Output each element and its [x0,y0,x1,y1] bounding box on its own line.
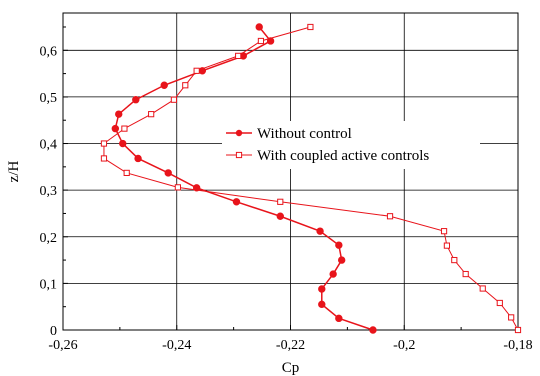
data-point [514,326,522,334]
x-tick-label: -0,22 [276,338,305,353]
data-point [276,212,284,220]
data-point [232,198,241,206]
series-1 [100,23,522,334]
series-0 [111,23,377,334]
data-point [318,300,326,309]
data-point [148,111,155,118]
data-point [451,256,458,264]
data-point [121,125,128,132]
data-point [318,285,326,293]
y-tick-label: 0,4 [40,138,58,153]
data-point [316,227,324,235]
series-layer [100,23,522,334]
y-axis-title: z/H [6,161,22,183]
data-point [160,81,168,89]
data-point [174,184,181,191]
data-point [134,154,142,163]
legend-marker [235,151,243,159]
legend-item-with-coupled-active-controls: With coupled active controls [226,148,429,164]
data-point [100,155,108,162]
y-tick-label: 0,6 [40,44,58,59]
data-point [479,285,486,292]
axis-ticks: -0,26 -0,24 -0,22 -0,2 -0,18 0 0,1 0,2 0,3 0,4 0,5… [40,26,533,353]
data-point [508,314,515,321]
data-point [193,67,200,74]
y-tick-label: 0 [50,324,57,339]
x-tick-label: -0,2 [393,338,415,353]
data-point [369,326,377,334]
series-line [103,26,519,331]
data-point [335,241,343,249]
data-point [115,110,123,118]
data-point [132,96,140,104]
data-point [329,270,337,278]
data-point [337,256,346,264]
legend-label-with-coupled-active-controls: With coupled active controls [257,148,429,164]
data-point [496,299,503,307]
data-point [119,139,127,148]
data-point [164,169,172,177]
y-tick-label: 0,5 [40,91,58,106]
legend: Without control With coupled active cont… [222,121,480,169]
x-tick-label: -0,24 [162,338,191,353]
legend-label-without-control: Without control [257,126,352,142]
data-point [170,96,178,103]
data-point [443,242,451,249]
x-tick-label: -0,26 [48,338,77,353]
data-point [235,52,242,59]
legend-item-without-control: Without control [226,126,352,142]
data-point [100,140,108,147]
y-tick-label: 0,1 [40,277,58,292]
legend-box [222,121,480,169]
data-point [335,314,343,323]
data-point [257,37,265,45]
y-tick-label: 0,3 [40,184,58,199]
data-point [307,23,314,31]
x-tick-label: -0,18 [503,338,532,353]
legend-marker [235,129,243,137]
data-point [123,169,130,176]
data-point [182,82,189,89]
data-point [386,213,394,220]
x-axis-title: Cp [282,360,300,376]
data-point [440,228,448,235]
y-tick-label: 0,2 [40,231,58,246]
data-point [111,124,120,133]
series-line [114,26,374,331]
data-point [255,23,263,31]
data-point [462,270,469,278]
data-point [277,198,284,205]
grid-lines [63,13,518,330]
